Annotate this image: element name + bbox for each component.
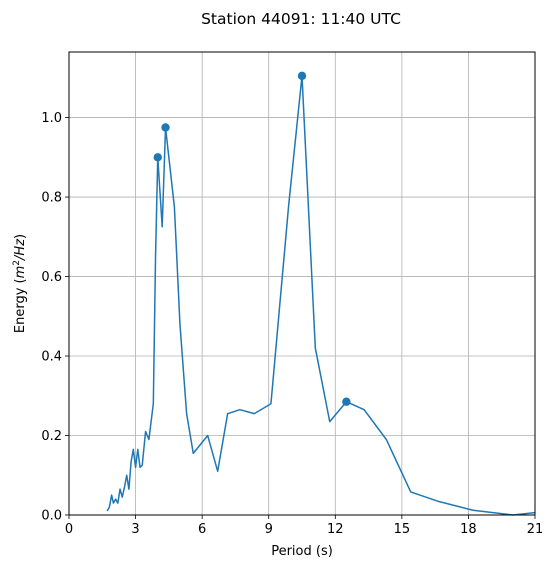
plot-frame: [68, 51, 536, 516]
y-tick-label: 0.8: [41, 191, 62, 206]
peak-marker: [297, 71, 307, 81]
x-tick-label: 6: [198, 522, 206, 537]
x-tick-label: 9: [265, 522, 273, 537]
y-tick-label: 0.2: [41, 429, 62, 444]
y-axis-label-slash: /: [13, 254, 28, 261]
series-line: [106, 75, 536, 516]
y-axis-label-unit: m: [13, 266, 28, 279]
chart-title: Station 44091: 11:40 UTC: [201, 10, 401, 28]
x-tick-label: 15: [394, 522, 411, 537]
series-layer: [106, 71, 536, 516]
y-axis-label: Energy (m2/Hz): [12, 234, 28, 333]
peak-marker: [161, 123, 170, 132]
y-tick-label: 0.4: [41, 350, 62, 365]
y-axis-label-open: (: [13, 278, 28, 287]
y-axis-label-exp: 2: [12, 260, 22, 266]
x-axis: 0 3 6 9 12 15 18 21: [65, 515, 543, 537]
peak-marker: [153, 153, 162, 162]
x-tick-label: 12: [327, 522, 344, 537]
x-tick-label: 21: [527, 522, 544, 537]
y-axis-label-den: Hz: [13, 238, 28, 256]
x-tick-label: 18: [460, 522, 477, 537]
y-tick-label: 0.6: [41, 270, 62, 285]
y-tick-label: 1.0: [41, 111, 62, 126]
peak-marker: [342, 397, 351, 406]
y-axis-label-text: Energy: [13, 287, 28, 333]
x-tick-label: 3: [131, 522, 139, 537]
x-tick-label: 0: [65, 522, 73, 537]
x-axis-label: Period (s): [271, 544, 333, 559]
y-axis: 0.0 0.2 0.4 0.6 0.8 1.0: [41, 111, 69, 524]
y-tick-label: 0.0: [41, 509, 62, 524]
y-axis-label-close: ): [13, 234, 28, 239]
grid: [68, 52, 536, 516]
